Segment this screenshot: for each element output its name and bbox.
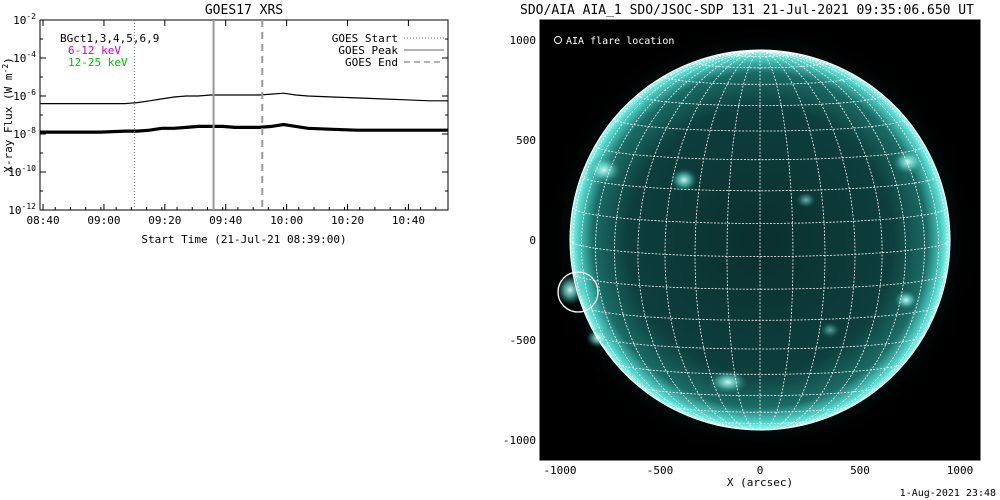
grid-line	[726, 50, 761, 431]
grid-line	[637, 50, 761, 430]
legend-channel-low: 6-12 keV	[68, 44, 121, 57]
legend-goes-start: GOES Start	[332, 32, 398, 45]
grid-line	[759, 50, 939, 425]
y-tick-label: 500	[516, 134, 536, 147]
goes-series-short	[40, 122, 448, 134]
y-tick-label: 10-10	[8, 164, 36, 179]
active-region	[556, 274, 584, 306]
active-region	[670, 168, 698, 192]
footer-timestamp: 1-Aug-2021 23:48	[900, 488, 996, 499]
active-region	[894, 290, 918, 310]
active-region	[586, 328, 610, 348]
active-region	[820, 322, 840, 338]
grid-line	[694, 50, 761, 431]
goes-y-axis-label: X-ray Flux (W m-2)	[1, 57, 15, 173]
grid-line	[572, 273, 948, 290]
y-tick-label: 10-2	[13, 12, 36, 27]
grid-line	[726, 53, 794, 57]
goes-y-axis-label-exp: -2	[1, 64, 10, 74]
legend-goes-end: GOES End	[345, 56, 398, 69]
flare-legend-label: AIA flare location	[566, 36, 674, 47]
y-tick-label: 1000	[510, 34, 537, 47]
flare-legend-symbol	[554, 36, 562, 44]
active-region	[796, 192, 816, 208]
goes-y-axis: 10-12 10-10 10-8 10-6 10-4 10-2	[8, 12, 448, 217]
legend-goes-peak: GOES Peak	[338, 44, 398, 57]
grid-line	[664, 76, 856, 85]
x-tick-label: 09:40	[209, 214, 242, 227]
goes-y-axis-label-close: )	[2, 57, 15, 64]
grid-line	[759, 50, 906, 429]
grid-line	[759, 50, 925, 428]
solar-limb-circle	[569, 49, 951, 431]
goes-y-axis-label-main: X-ray Flux (W m	[2, 73, 15, 173]
x-tick-label: 09:00	[87, 214, 120, 227]
goes-chart-title: GOES17 XRS	[205, 3, 283, 18]
grid-line	[614, 362, 906, 375]
grid-line	[595, 50, 761, 428]
goes-event-legend: GOES Start GOES Peak GOES End	[332, 32, 444, 69]
x-tick-label: 0	[757, 464, 764, 477]
x-tick-label: 10:20	[331, 214, 364, 227]
x-tick-label: 09:20	[148, 214, 181, 227]
legend-channel-bg: BGct1,3,4,5,6,9	[60, 32, 159, 45]
grid-line	[759, 50, 826, 431]
grid-line	[595, 145, 925, 161]
goes-channel-legend: BGct1,3,4,5,6,9 6-12 keV 12-25 keV	[60, 32, 159, 69]
goes-series-group	[40, 92, 448, 134]
x-tick-label: -1000	[543, 464, 576, 477]
goes-x-axis: 08:40 09:00 09:20 09:40 10:00 10:20 10:40	[26, 20, 437, 227]
grid-line	[638, 385, 882, 396]
goes-event-lines	[133, 20, 264, 210]
grid-line	[614, 50, 761, 429]
goes-x-axis-label: Start Time (21-Jul-21 08:39:00)	[141, 233, 346, 246]
legend-channel-high: 12-25 keV	[68, 56, 128, 69]
grid-line	[759, 50, 794, 431]
grid-line	[664, 50, 761, 431]
x-tick-label: 10:40	[392, 214, 425, 227]
y-tick-label: 10-4	[13, 50, 36, 65]
grid-line	[759, 50, 883, 430]
goes-xrs-chart: GOES17 XRS 08:40 09:00 09:20 09:40 10:00 10:2…	[1, 3, 449, 246]
grid-line	[581, 50, 761, 425]
x-tick-label: 10:00	[270, 214, 303, 227]
aia-y-axis: -1000 -500 0 500 1000	[503, 19, 980, 461]
aia-x-axis: -1000 -500 0 500 1000	[539, 20, 981, 477]
goes-series-long	[40, 92, 448, 105]
y-tick-label: 10-12	[8, 202, 36, 217]
grid-line	[759, 50, 856, 431]
flare-location-circle	[557, 271, 599, 313]
active-region	[892, 149, 924, 175]
x-tick-label: 500	[850, 464, 870, 477]
x-tick-label: 08:40	[26, 214, 59, 227]
y-tick-label: 0	[529, 234, 536, 247]
y-tick-label: 10-6	[13, 88, 36, 103]
y-tick-label: -500	[510, 334, 537, 347]
y-tick-label: 10-8	[13, 126, 36, 141]
aia-image-title: SDO/AIA AIA_1 SDO/JSOC-SDP 131 21-Jul-20…	[520, 3, 974, 18]
x-tick-label: -500	[647, 464, 674, 477]
aia-x-axis-label: X (arcsec)	[727, 476, 793, 489]
grid-line	[697, 418, 823, 424]
y-tick-label: -1000	[503, 434, 536, 447]
aia-image-panel: SDO/AIA AIA_1 SDO/JSOC-SDP 131 21-Jul-20…	[503, 3, 981, 489]
x-tick-label: 1000	[947, 464, 974, 477]
active-region	[708, 370, 748, 394]
